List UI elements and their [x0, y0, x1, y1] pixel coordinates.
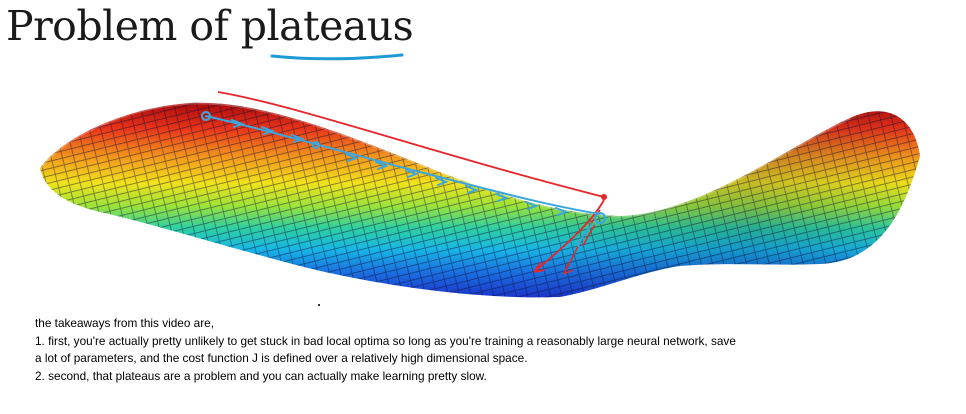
notes-line: 2. second, that plateaus are a problem a… — [35, 368, 487, 383]
blue-gradient-steps — [201, 111, 606, 247]
title-underline — [270, 53, 404, 61]
notes-text: the takeaways from this video are, 1. fi… — [35, 315, 935, 385]
notes-line: 1. first, you're actually pretty unlikel… — [35, 333, 736, 348]
notes-line: a lot of parameters, and the cost functi… — [35, 351, 528, 366]
notes-line: the takeaways from this video are, — [35, 316, 215, 330]
stray-dot — [318, 304, 320, 306]
slide-title: Problem of plateaus — [6, 2, 414, 50]
